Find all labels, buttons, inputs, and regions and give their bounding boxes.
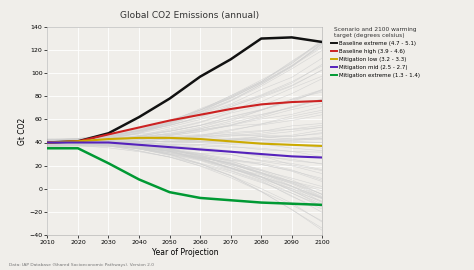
Text: Global CO2 Emissions (annual): Global CO2 Emissions (annual) [120, 11, 259, 20]
Legend: Baseline extreme (4.7 - 5.1), Baseline high (3.9 - 4.6), Mitigation low (3.2 - 3: Baseline extreme (4.7 - 5.1), Baseline h… [330, 27, 420, 78]
X-axis label: Year of Projection: Year of Projection [152, 248, 218, 256]
Text: Data: IAP Database (Shared Socioeconomic Pathways). Version 2.0: Data: IAP Database (Shared Socioeconomic… [9, 263, 155, 267]
Y-axis label: Gt CO2: Gt CO2 [18, 117, 27, 144]
